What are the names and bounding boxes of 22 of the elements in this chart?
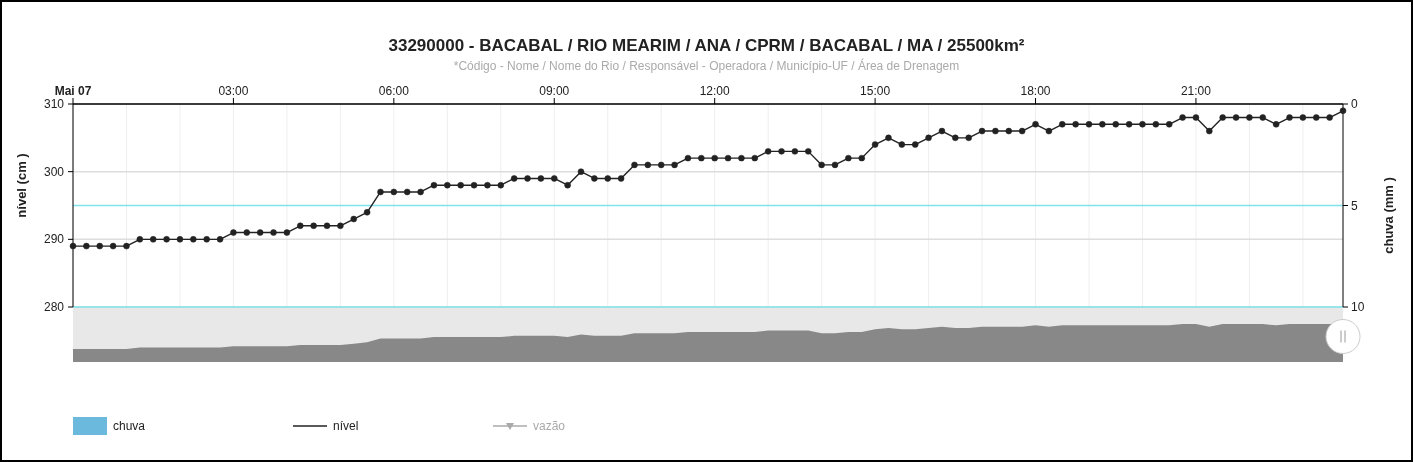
y-tick-label: 280 (43, 300, 65, 314)
y2-tick-label: 5 (1351, 198, 1358, 213)
y-tick-label: 290 (43, 232, 65, 247)
y2-tick-label: 10 (1351, 300, 1365, 314)
legend-label: nível (333, 419, 359, 433)
legend-label: chuva (113, 419, 146, 433)
x-tick-label: 12:00 (699, 84, 731, 98)
legend-label: vazão (533, 419, 566, 433)
y-axis-title: nível (cm ) (14, 153, 29, 218)
x-tick-label: 21:00 (1180, 84, 1212, 98)
y2-axis-title: chuva (mm ) (1381, 177, 1396, 254)
y2-tick-label: 0 (1351, 97, 1358, 111)
x-tick-label: 06:00 (378, 84, 410, 98)
y-tick-label: 310 (43, 97, 65, 111)
chart-subtitle: *Código - Nome / Nome do Rio / Responsável - Operadora / Município-UF / Área de Drenagem (453, 58, 960, 73)
chart-title: 33290000 - BACABAL / RIO MEARIM / ANA / CPRM / BACABAL / MA / 25500km² (388, 36, 1025, 55)
x-tick-label: 03:00 (218, 84, 249, 98)
x-tick-label: 18:00 (1020, 84, 1051, 98)
y-tick-label: 300 (43, 164, 65, 179)
x-tick-label: Mai 07 (54, 84, 92, 98)
x-tick-label: 15:00 (860, 84, 891, 98)
x-tick-label: 09:00 (539, 84, 570, 98)
